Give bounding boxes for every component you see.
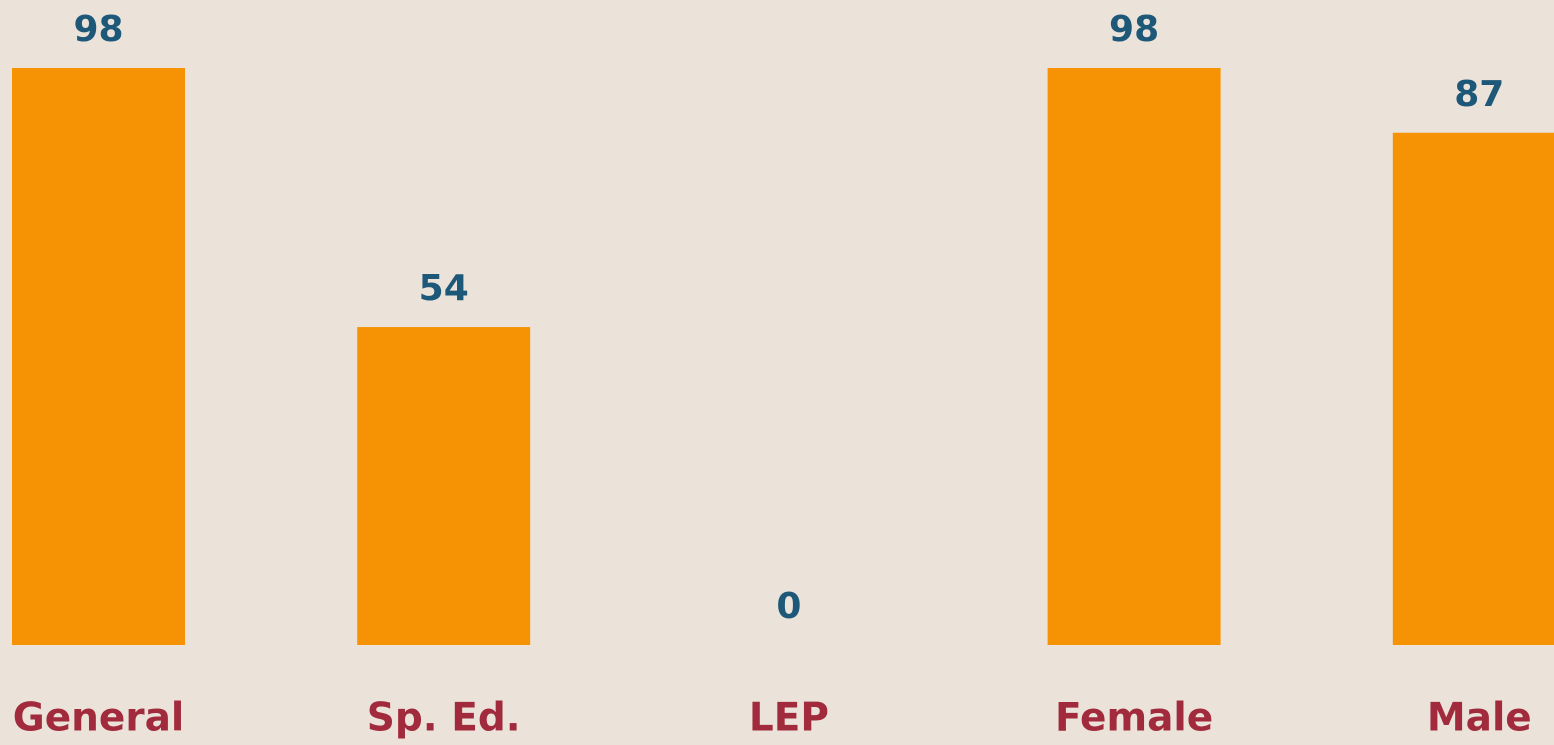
category-label: Sp. Ed. <box>367 696 521 741</box>
bar <box>357 327 531 645</box>
value-label: 87 <box>1454 74 1504 115</box>
value-label: 0 <box>776 586 801 627</box>
category-label: LEP <box>749 696 829 741</box>
value-label: 54 <box>419 268 469 309</box>
category-label: Female <box>1055 696 1213 741</box>
category-label: General <box>13 696 185 741</box>
value-label: 98 <box>1109 9 1159 50</box>
category-label: Male <box>1427 696 1532 741</box>
value-label: 98 <box>73 9 123 50</box>
bar <box>1392 132 1554 645</box>
bar <box>12 68 185 645</box>
bar <box>1047 68 1221 645</box>
